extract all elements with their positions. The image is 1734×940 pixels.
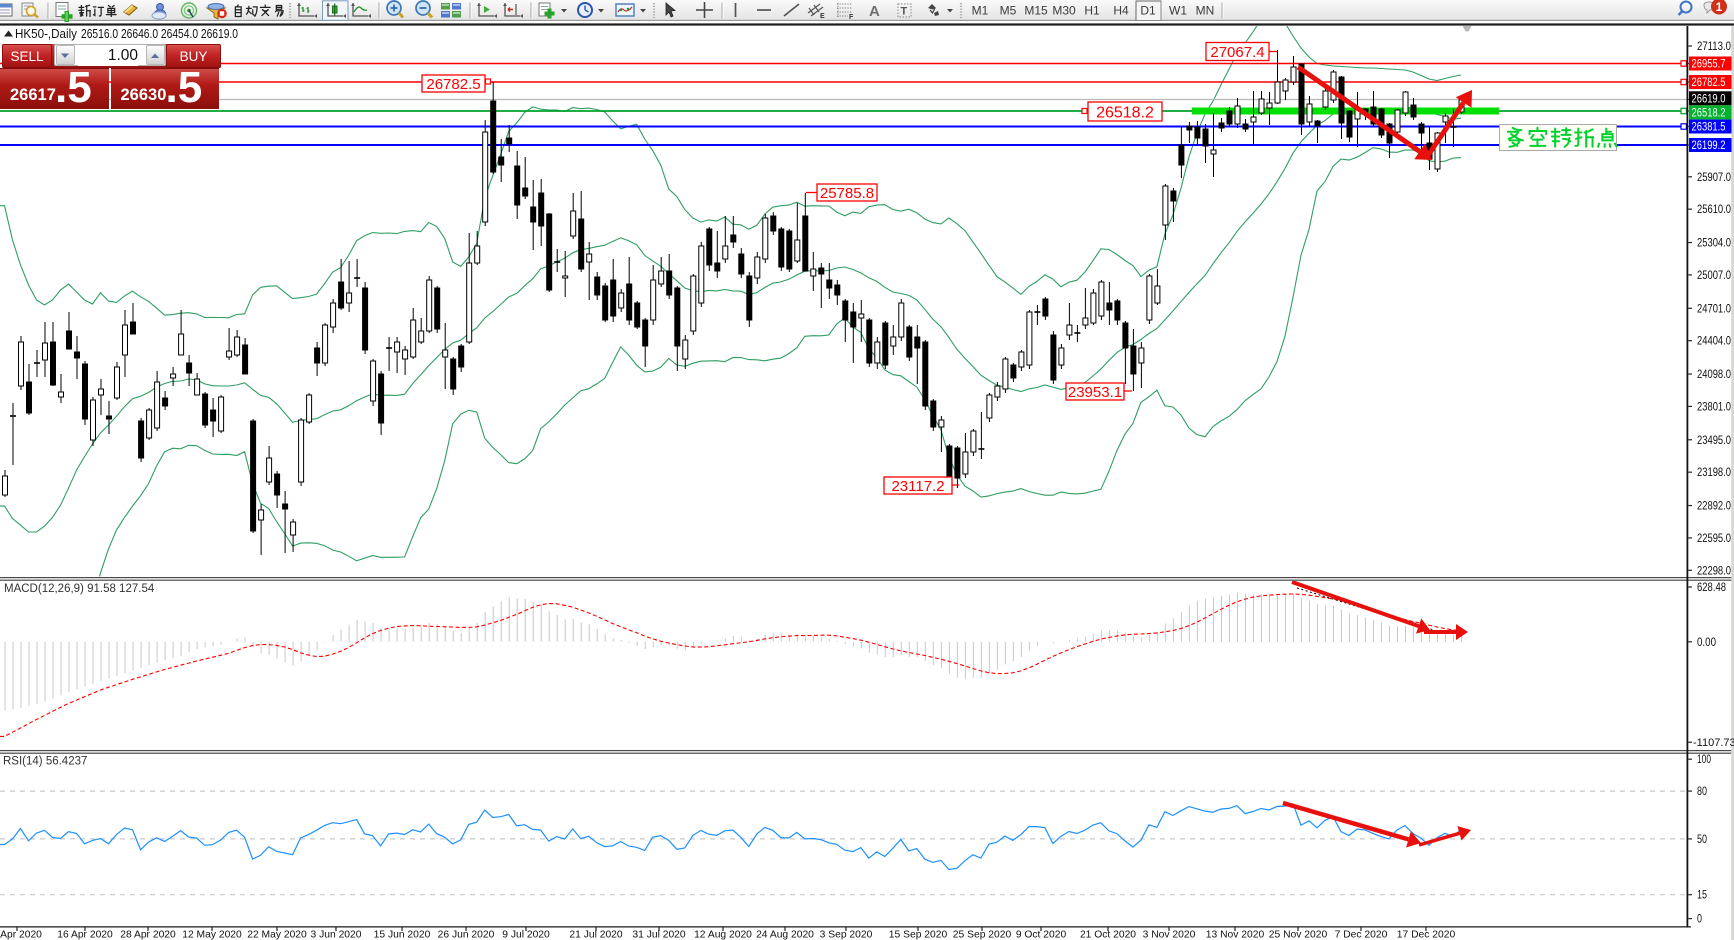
- svg-text:21 Oct 2020: 21 Oct 2020: [1080, 930, 1136, 940]
- svg-text:26516.0 26646.0 26454.0 26619.: 26516.0 26646.0 26454.0 26619.0: [81, 26, 238, 41]
- svg-text:7 Dec 2020: 7 Dec 2020: [1335, 930, 1388, 940]
- svg-text:15 Jun 2020: 15 Jun 2020: [374, 930, 431, 940]
- svg-text:12 Aug 2020: 12 Aug 2020: [694, 930, 752, 940]
- svg-text:15 Sep 2020: 15 Sep 2020: [889, 930, 948, 940]
- svg-text:RSI(14) 56.4237: RSI(14) 56.4237: [3, 756, 87, 768]
- svg-text:23953.1: 23953.1: [1068, 384, 1122, 401]
- svg-text:26619.0: 26619.0: [1692, 94, 1726, 106]
- svg-text:26782.5: 26782.5: [1692, 77, 1726, 89]
- svg-text:22595.0: 22595.0: [1697, 533, 1731, 545]
- svg-text:3 Nov 2020: 3 Nov 2020: [1143, 930, 1196, 940]
- svg-text:3 Sep 2020: 3 Sep 2020: [820, 930, 873, 940]
- svg-text:26518.2: 26518.2: [1096, 104, 1154, 121]
- svg-text:26782.5: 26782.5: [426, 76, 480, 93]
- svg-text:27113.0: 27113.0: [1697, 41, 1731, 53]
- svg-text:E: E: [820, 13, 825, 20]
- svg-text:8 Apr 2020: 8 Apr 2020: [0, 930, 42, 940]
- svg-text:T: T: [901, 6, 908, 18]
- svg-text:25304.0: 25304.0: [1697, 238, 1731, 250]
- svg-text:12 May 2020: 12 May 2020: [182, 930, 242, 940]
- svg-text:26199.2: 26199.2: [1692, 140, 1726, 152]
- svg-text:9 Jul 2020: 9 Jul 2020: [502, 930, 550, 940]
- svg-text:9 Oct 2020: 9 Oct 2020: [1016, 930, 1067, 940]
- svg-text:F: F: [849, 14, 854, 21]
- svg-text:25907.0: 25907.0: [1697, 172, 1731, 184]
- svg-text:628.48: 628.48: [1697, 582, 1726, 594]
- svg-text:24098.0: 24098.0: [1697, 369, 1731, 381]
- svg-text:23117.2: 23117.2: [891, 478, 944, 495]
- svg-text:M1: M1: [972, 4, 989, 18]
- svg-text:13 Nov 2020: 13 Nov 2020: [1206, 930, 1265, 940]
- svg-text:M5: M5: [1000, 4, 1017, 18]
- svg-text:H1: H1: [1084, 4, 1100, 18]
- svg-text:23495.0: 23495.0: [1697, 435, 1731, 447]
- svg-text:H4: H4: [1113, 4, 1129, 18]
- svg-text:25610.0: 25610.0: [1697, 204, 1731, 216]
- svg-text:MN: MN: [1196, 4, 1215, 18]
- svg-text:A: A: [869, 3, 880, 20]
- svg-text:26381.5: 26381.5: [1692, 122, 1726, 134]
- svg-text:3 Jun 2020: 3 Jun 2020: [311, 930, 362, 940]
- svg-text:100: 100: [1697, 754, 1711, 766]
- svg-text:22298.0: 22298.0: [1697, 565, 1731, 577]
- svg-text:0.00: 0.00: [1697, 637, 1716, 649]
- svg-text:17 Dec 2020: 17 Dec 2020: [1397, 930, 1456, 940]
- svg-text:16 Apr 2020: 16 Apr 2020: [57, 930, 113, 940]
- svg-text:M30: M30: [1052, 4, 1076, 18]
- svg-text:22892.0: 22892.0: [1697, 501, 1731, 513]
- svg-text:24 Aug 2020: 24 Aug 2020: [756, 930, 814, 940]
- svg-text:25785.8: 25785.8: [820, 185, 874, 202]
- svg-text:80: 80: [1697, 786, 1707, 798]
- svg-text:24404.0: 24404.0: [1697, 336, 1731, 348]
- svg-text:25 Nov 2020: 25 Nov 2020: [1269, 930, 1328, 940]
- svg-text:50: 50: [1697, 834, 1707, 846]
- svg-text:W1: W1: [1169, 4, 1187, 18]
- svg-text:28 Apr 2020: 28 Apr 2020: [120, 930, 176, 940]
- svg-text:23801.0: 23801.0: [1697, 401, 1731, 413]
- svg-text:24701.0: 24701.0: [1697, 303, 1731, 315]
- svg-text:D1: D1: [1140, 4, 1156, 18]
- svg-text:22 May 2020: 22 May 2020: [247, 930, 307, 940]
- svg-text:1: 1: [1716, 0, 1723, 14]
- svg-text:26955.7: 26955.7: [1692, 59, 1726, 71]
- svg-text:26 Jun 2020: 26 Jun 2020: [438, 930, 495, 940]
- svg-text:27067.4: 27067.4: [1210, 44, 1264, 61]
- svg-text:0: 0: [1697, 914, 1702, 926]
- svg-text:-1107.73: -1107.73: [1693, 737, 1734, 749]
- svg-text:25 Sep 2020: 25 Sep 2020: [953, 930, 1012, 940]
- svg-text:21 Jul 2020: 21 Jul 2020: [569, 930, 623, 940]
- svg-text:25007.0: 25007.0: [1697, 270, 1731, 282]
- svg-text:31 Jul 2020: 31 Jul 2020: [632, 930, 686, 940]
- svg-text:15: 15: [1697, 890, 1707, 902]
- svg-text:MACD(12,26,9) 91.58 127.54: MACD(12,26,9) 91.58 127.54: [4, 583, 155, 595]
- svg-text:23198.0: 23198.0: [1697, 467, 1731, 479]
- svg-text:M15: M15: [1024, 4, 1048, 18]
- svg-text:HK50-,Daily: HK50-,Daily: [15, 26, 78, 41]
- svg-text:26518.2: 26518.2: [1692, 108, 1726, 120]
